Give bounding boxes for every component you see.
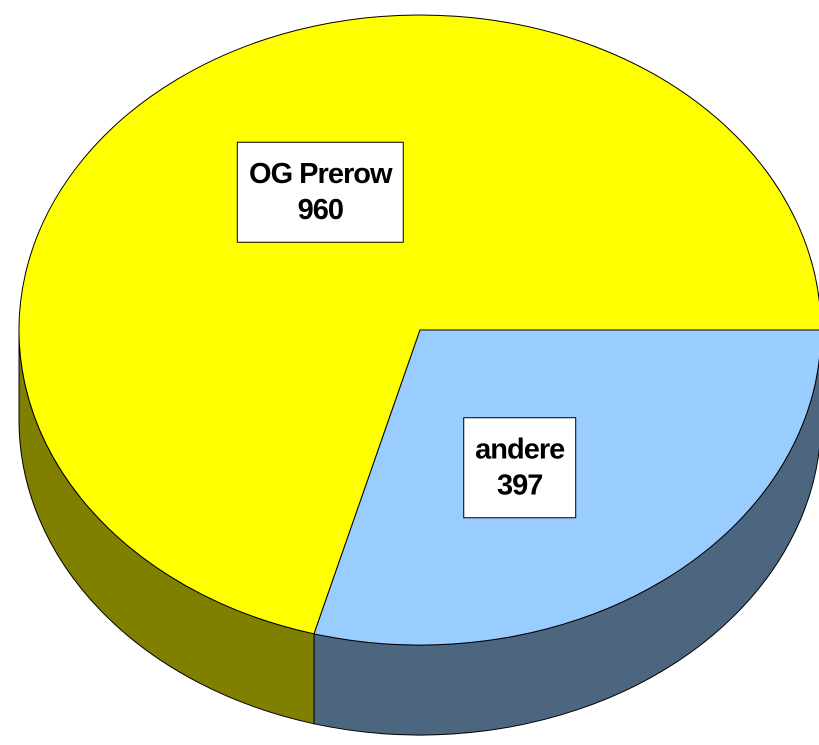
data-label-name: andere [475, 433, 565, 465]
data-label-value: 397 [497, 469, 542, 501]
pie-tops [18, 14, 819, 646]
pie-labels: OG Prerow 960 andere 397 [236, 141, 577, 519]
data-label-name: OG Prerow [249, 158, 393, 190]
data-label: andere 397 [463, 417, 577, 519]
data-label: OG Prerow 960 [236, 141, 404, 243]
data-label-value: 960 [298, 194, 343, 226]
data-label-box [236, 141, 404, 243]
pie-slice [18, 14, 819, 635]
data-label-box [463, 417, 577, 519]
